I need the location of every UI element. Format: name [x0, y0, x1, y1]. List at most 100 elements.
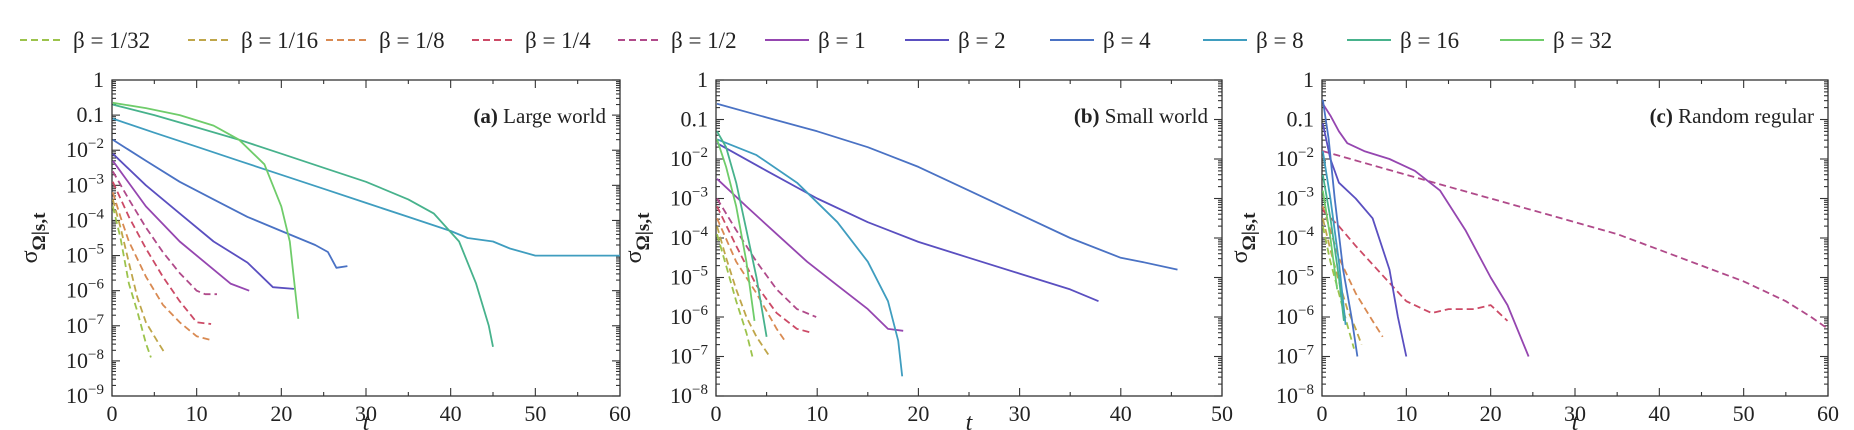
y-tick-label: 10−2 — [670, 145, 708, 171]
x-tick-label: 30 — [1009, 401, 1031, 426]
x-tick-label: 10 — [186, 401, 208, 426]
panel-title: (a) Large world — [473, 104, 606, 128]
series-line — [716, 130, 768, 337]
legend-item: β = 1/2 — [618, 28, 737, 53]
y-axis-label: σΩ|s,t — [1227, 212, 1260, 263]
x-tick-label: 20 — [270, 401, 292, 426]
panel-title: (c) Random regular — [1650, 104, 1814, 128]
x-tick-label: 0 — [711, 401, 722, 426]
y-axis-label: σΩ|s,t — [17, 212, 50, 263]
x-tick-label: 40 — [440, 401, 462, 426]
y-tick-label: 0.1 — [681, 107, 709, 132]
panel-title: (b) Small world — [1074, 104, 1209, 128]
y-tick-label: 0.1 — [1287, 107, 1315, 132]
series-line — [1321, 174, 1345, 322]
legend-item: β = 8 — [1203, 28, 1304, 53]
y-tick-label: 10−2 — [1276, 145, 1314, 171]
series-line — [1322, 103, 1530, 357]
x-tick-label: 50 — [524, 401, 546, 426]
series-line — [112, 170, 217, 296]
legend-label: β = 1/2 — [671, 28, 737, 53]
legend-label: β = 8 — [1256, 28, 1304, 53]
legend-item: β = 16 — [1347, 28, 1459, 53]
legend-item: β = 1 — [765, 28, 866, 53]
x-tick-label: 20 — [907, 401, 929, 426]
series-line — [716, 206, 813, 334]
series-line — [1322, 209, 1509, 322]
x-tick-label: 40 — [1110, 401, 1132, 426]
panel: 10−810−710−610−510−410−310−20.110 10 20 30 4… — [621, 67, 1233, 430]
y-tick-label: 10−8 — [66, 347, 104, 373]
x-tick-label: 10 — [806, 401, 828, 426]
y-tick-label: 10−3 — [670, 185, 708, 211]
legend-item: β = 1/16 — [188, 28, 318, 53]
legend-label: β = 1 — [818, 28, 866, 53]
y-tick-label: 10−5 — [1276, 264, 1314, 290]
legend-label: β = 32 — [1553, 28, 1612, 53]
y-tick-label: 10−9 — [66, 382, 104, 408]
legend-item: β = 1/8 — [326, 28, 445, 53]
series-line — [716, 217, 786, 342]
x-axis-label: t — [966, 410, 974, 430]
x-tick-label: 20 — [1480, 401, 1502, 426]
legend-item: β = 32 — [1500, 28, 1612, 53]
panels: 10−910−810−710−610−510−410−310−20.110 10 2… — [17, 67, 1839, 430]
x-tick-label: 40 — [1648, 401, 1670, 426]
x-tick-label: 0 — [107, 401, 118, 426]
series-line — [1321, 190, 1339, 290]
y-tick-label: 1 — [93, 67, 104, 92]
y-tick-label: 10−4 — [66, 206, 104, 232]
series-line — [716, 225, 771, 357]
y-tick-label: 10−5 — [66, 242, 104, 268]
series-line — [112, 160, 250, 292]
x-tick-label: 50 — [1733, 401, 1755, 426]
legend-label: β = 1/32 — [73, 28, 150, 53]
legend-item: β = 1/4 — [472, 28, 591, 53]
series-line — [1321, 218, 1363, 345]
x-tick-label: 60 — [1817, 401, 1839, 426]
x-tick-label: 30 — [1564, 401, 1586, 426]
legend-label: β = 4 — [1103, 28, 1151, 53]
series-line — [112, 101, 300, 319]
x-tick-label: 30 — [355, 401, 377, 426]
y-tick-label: 10−2 — [66, 136, 104, 162]
series-line — [716, 178, 904, 332]
y-tick-label: 10−4 — [670, 224, 708, 250]
series-line — [112, 138, 348, 269]
series-line — [716, 142, 1099, 303]
y-tick-label: 0.1 — [77, 102, 105, 127]
y-tick-label: 10−3 — [66, 171, 104, 197]
y-tick-label: 10−3 — [1276, 185, 1314, 211]
series-line — [1321, 99, 1359, 357]
series-line — [1321, 150, 1347, 325]
series-line — [112, 103, 494, 347]
legend-item: β = 2 — [905, 28, 1006, 53]
series-line — [111, 181, 212, 325]
y-tick-label: 10−7 — [66, 312, 104, 338]
y-axis-label: σΩ|s,t — [621, 212, 654, 263]
series-line — [716, 198, 817, 318]
x-axis-label: t — [363, 410, 371, 430]
series-line — [716, 102, 1178, 271]
series-line — [716, 138, 904, 377]
series-line — [112, 117, 620, 257]
series-line — [111, 206, 152, 358]
y-tick-label: 10−6 — [66, 277, 104, 303]
y-tick-label: 10−7 — [670, 343, 708, 369]
legend: β = 1/32 β = 1/16 β = 1/8 β = 1/4 β = 1/2 β =… — [20, 28, 1612, 53]
series-line — [111, 199, 167, 355]
series-line — [1321, 226, 1355, 349]
legend-label: β = 1/4 — [525, 28, 591, 53]
legend-label: β = 1/16 — [241, 28, 318, 53]
y-tick-label: 10−4 — [1276, 224, 1314, 250]
x-tick-label: 10 — [1395, 401, 1417, 426]
legend-item: β = 1/32 — [20, 28, 150, 53]
y-tick-label: 10−6 — [670, 303, 708, 329]
x-tick-label: 60 — [609, 401, 631, 426]
series-line — [716, 139, 756, 322]
x-tick-label: 50 — [1211, 401, 1233, 426]
y-tick-label: 10−7 — [1276, 343, 1314, 369]
legend-label: β = 16 — [1400, 28, 1459, 53]
y-tick-label: 1 — [1303, 67, 1314, 92]
x-tick-label: 0 — [1317, 401, 1328, 426]
